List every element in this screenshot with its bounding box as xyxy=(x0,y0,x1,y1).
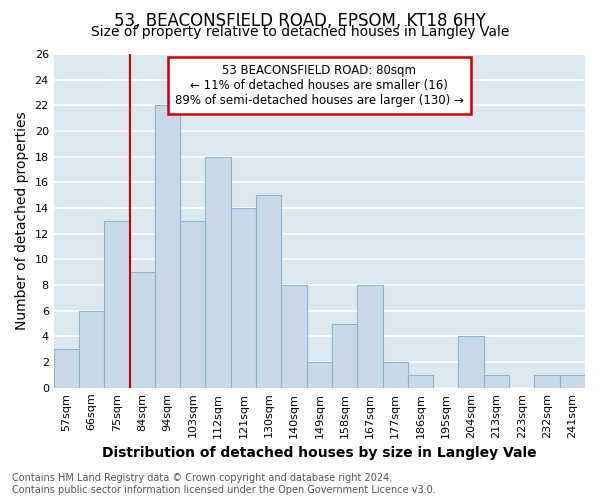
Bar xyxy=(231,208,256,388)
Bar xyxy=(79,311,104,388)
Bar xyxy=(332,324,357,388)
Text: 53, BEACONSFIELD ROAD, EPSOM, KT18 6HY: 53, BEACONSFIELD ROAD, EPSOM, KT18 6HY xyxy=(114,12,486,30)
Bar xyxy=(357,285,383,388)
Text: 53 BEACONSFIELD ROAD: 80sqm
← 11% of detached houses are smaller (16)
89% of sem: 53 BEACONSFIELD ROAD: 80sqm ← 11% of det… xyxy=(175,64,464,107)
Bar xyxy=(560,375,585,388)
Bar xyxy=(53,350,79,388)
Bar xyxy=(484,375,509,388)
Bar xyxy=(408,375,433,388)
Bar xyxy=(205,156,231,388)
Bar xyxy=(458,336,484,388)
Bar xyxy=(104,221,130,388)
Bar xyxy=(281,285,307,388)
Text: Size of property relative to detached houses in Langley Vale: Size of property relative to detached ho… xyxy=(91,25,509,39)
Bar xyxy=(256,195,281,388)
Bar xyxy=(535,375,560,388)
Bar xyxy=(155,106,180,388)
Bar xyxy=(130,272,155,388)
Text: Contains HM Land Registry data © Crown copyright and database right 2024.
Contai: Contains HM Land Registry data © Crown c… xyxy=(12,474,436,495)
X-axis label: Distribution of detached houses by size in Langley Vale: Distribution of detached houses by size … xyxy=(102,446,536,460)
Bar xyxy=(383,362,408,388)
Bar xyxy=(307,362,332,388)
Y-axis label: Number of detached properties: Number of detached properties xyxy=(15,112,29,330)
Bar xyxy=(180,221,205,388)
